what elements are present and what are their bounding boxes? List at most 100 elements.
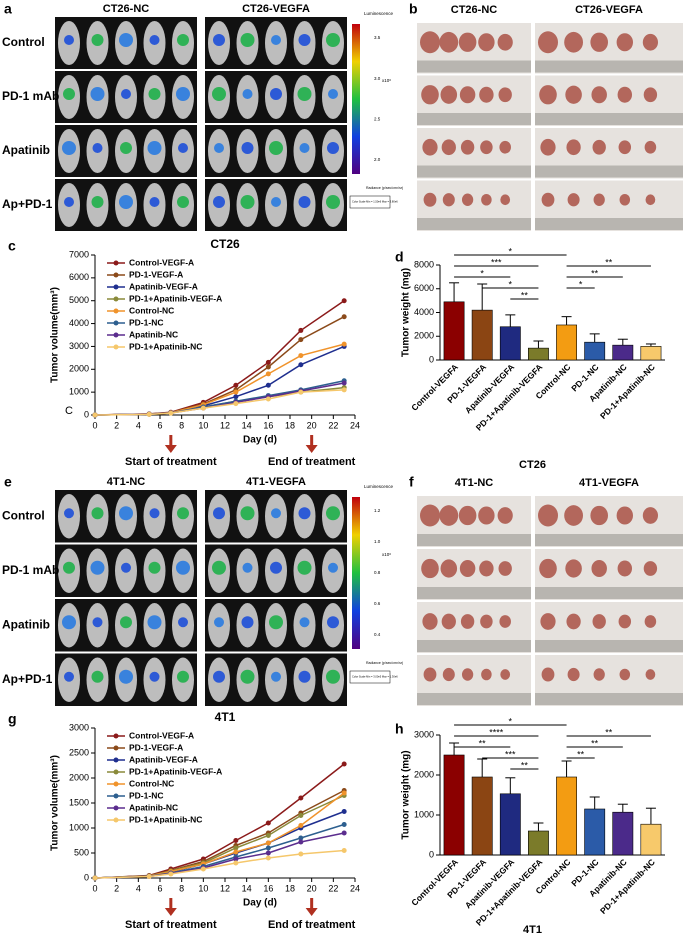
tumor <box>591 86 607 104</box>
significance-label: *** <box>491 257 502 267</box>
panel-letter: g <box>8 711 17 727</box>
tumor <box>617 86 633 103</box>
row-label: Ap+PD-1 <box>2 672 53 686</box>
signal <box>212 87 226 101</box>
x-tick-label: 0 <box>92 883 97 893</box>
signal <box>242 89 253 99</box>
signal <box>212 560 226 575</box>
x-tick-label: Apatinib-VEGFA <box>463 362 516 415</box>
group-title: 4T1-NC <box>455 477 494 489</box>
tumor <box>461 193 474 206</box>
colorbar-tick: 1.0 <box>374 539 381 544</box>
colorbar-scale: Color Scale Min = 1.50e6 Max = 3.80e6 <box>352 200 398 204</box>
x-tick-label: 18 <box>285 420 295 430</box>
significance-label: **** <box>489 727 504 737</box>
signal <box>240 669 255 684</box>
signal <box>91 670 104 683</box>
tumor <box>481 193 492 206</box>
tumor <box>566 613 581 630</box>
signal <box>240 195 255 209</box>
bar <box>584 341 606 361</box>
signal <box>119 506 133 521</box>
x-tick-label: 10 <box>198 420 208 430</box>
series-marker <box>265 845 271 851</box>
legend-marker <box>113 272 119 278</box>
ruler <box>535 60 683 73</box>
tumor <box>642 507 659 524</box>
tumor <box>619 193 631 206</box>
series-marker <box>265 840 271 846</box>
y-tick-label: 6000 <box>69 272 89 282</box>
signal <box>298 34 311 46</box>
significance-label: ** <box>521 760 529 770</box>
legend-label: PD-1+Apatinib-VEGF-A <box>129 766 222 776</box>
chart-title: CT26 <box>210 237 240 251</box>
signal <box>269 141 283 155</box>
signal <box>326 33 340 47</box>
tumor <box>481 668 492 681</box>
colorbar-title: Luminescence <box>364 484 394 489</box>
y-tick-label: 1000 <box>69 822 89 832</box>
tumor <box>440 85 458 104</box>
y-tick-label: 8000 <box>414 259 434 269</box>
tumor <box>500 194 511 206</box>
x-tick-label: 4 <box>136 883 141 893</box>
signal <box>92 617 103 628</box>
tumor <box>564 505 583 526</box>
signal <box>299 143 310 153</box>
series-line <box>94 389 345 416</box>
tumor <box>420 504 440 527</box>
tumor <box>478 506 495 525</box>
colorbar <box>352 497 360 649</box>
arrow-head <box>164 908 177 916</box>
series-marker <box>265 382 271 388</box>
series-marker <box>341 761 347 767</box>
y-tick-label: 2000 <box>414 331 434 341</box>
tumor <box>538 504 558 527</box>
y-tick-label: 0 <box>84 872 89 882</box>
tumor <box>592 139 606 155</box>
y-tick-label: 0 <box>84 409 89 419</box>
series-marker <box>265 855 271 861</box>
colorbar-tick: 3.0 <box>374 76 381 81</box>
chart-title: 4T1 <box>215 710 236 724</box>
ruler <box>417 218 531 230</box>
ruler <box>535 587 683 599</box>
series-marker <box>92 875 98 881</box>
signal <box>213 507 225 520</box>
signal <box>326 506 340 521</box>
signal <box>214 617 224 628</box>
y-tick-label: 3000 <box>69 341 89 351</box>
tumor <box>498 561 512 576</box>
signal <box>271 197 281 207</box>
group-title: CT26-NC <box>103 3 150 15</box>
signal <box>241 616 254 629</box>
panel-letter: b <box>409 1 418 17</box>
annotation: Start of treatment <box>125 456 217 468</box>
signal <box>177 507 189 520</box>
x-tick-label: 14 <box>242 883 252 893</box>
bar <box>612 344 634 361</box>
tumor <box>460 614 475 629</box>
x-tick-label: 2 <box>114 420 119 430</box>
series-marker <box>341 848 347 853</box>
x-tick-label: 10 <box>198 883 208 893</box>
legend-marker <box>113 308 119 314</box>
tumor <box>593 668 605 681</box>
series-marker <box>200 405 206 411</box>
signal <box>147 141 162 155</box>
signal <box>63 561 75 574</box>
signal <box>177 196 189 208</box>
y-tick-label: 7000 <box>69 249 89 259</box>
signal <box>299 617 310 628</box>
legend-marker <box>113 769 119 775</box>
colorbar-tick: 0.6 <box>374 601 381 606</box>
bar <box>640 823 662 856</box>
series-marker <box>92 412 98 418</box>
series-marker <box>265 359 271 365</box>
signal <box>148 88 161 100</box>
series-marker <box>341 830 347 836</box>
bar <box>556 324 577 361</box>
series-marker <box>341 298 347 304</box>
